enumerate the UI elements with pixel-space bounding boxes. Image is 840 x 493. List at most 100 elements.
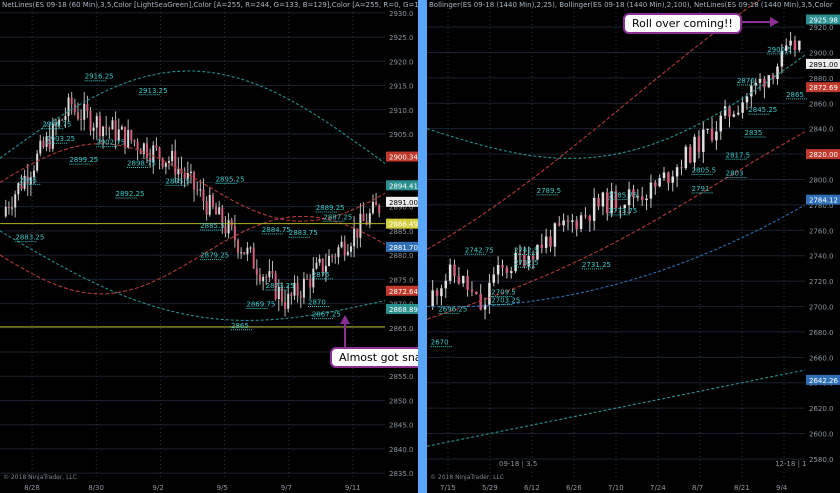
candle-body bbox=[202, 189, 205, 202]
candle-body bbox=[70, 97, 73, 105]
annotation-roll-over: Roll over coming!! bbox=[623, 13, 742, 34]
candle-body bbox=[453, 264, 456, 277]
candle-body bbox=[318, 258, 321, 263]
candle-body bbox=[501, 265, 504, 268]
candle-body bbox=[67, 97, 70, 117]
candle-body bbox=[243, 252, 246, 255]
candle-body bbox=[315, 262, 318, 269]
candle-body bbox=[111, 120, 114, 130]
level-label: 2731.25 bbox=[582, 261, 611, 269]
y-tick-label: 2780.0 bbox=[809, 202, 834, 210]
candle-body bbox=[124, 126, 127, 148]
panel-divider[interactable] bbox=[418, 0, 427, 493]
candle-body bbox=[440, 288, 443, 297]
price-tag bbox=[806, 58, 840, 69]
footer-contract-label: 09-18 | 3.5 bbox=[499, 460, 537, 468]
candle-body bbox=[152, 145, 155, 163]
y-tick-label: 2930.0 bbox=[389, 10, 414, 18]
level-label: 2895 bbox=[19, 176, 37, 184]
level-label: 2895.25 bbox=[216, 175, 245, 183]
level-label: 2742.75 bbox=[465, 246, 494, 254]
candle-body bbox=[237, 240, 240, 253]
left-chart-panel: 2835.02840.02845.02850.02855.02860.02865… bbox=[0, 0, 418, 493]
candle-body bbox=[353, 228, 356, 247]
candle-body bbox=[199, 189, 202, 191]
y-tick-label: 2620.0 bbox=[809, 405, 834, 413]
y-tick-label: 2865.0 bbox=[389, 325, 414, 333]
level-label: 2870 bbox=[308, 299, 326, 307]
candle-body bbox=[549, 236, 552, 247]
candle-body bbox=[466, 275, 469, 290]
level-label: 2876 bbox=[737, 77, 755, 85]
candle-body bbox=[702, 129, 705, 152]
candle-body bbox=[145, 143, 148, 159]
candle-body bbox=[95, 116, 98, 128]
candle-body bbox=[334, 256, 337, 258]
candle-body bbox=[649, 182, 653, 199]
candle-body bbox=[566, 220, 570, 222]
level-label: 2898.75 bbox=[127, 159, 156, 167]
candle-body bbox=[667, 172, 670, 183]
candle-body bbox=[255, 268, 258, 275]
candle-body bbox=[158, 147, 161, 159]
candle-body bbox=[51, 123, 54, 149]
price-tag-label: 2881.70 bbox=[389, 244, 418, 252]
candle-body bbox=[359, 213, 362, 238]
x-tick-label: 9/5 bbox=[217, 484, 228, 492]
y-tick-label: 2850.0 bbox=[389, 397, 414, 405]
x-tick-label: 9/7 bbox=[281, 484, 292, 492]
copyright-text: © 2018 NinjaTrader, LLC bbox=[430, 474, 504, 481]
candle-body bbox=[544, 236, 548, 248]
x-tick-label: 6/12 bbox=[524, 484, 540, 492]
candle-body bbox=[540, 244, 544, 248]
candle-body bbox=[435, 290, 439, 297]
candle-body bbox=[606, 192, 609, 214]
x-tick-label: 8/21 bbox=[734, 484, 750, 492]
candle-body bbox=[346, 251, 349, 256]
candle-body bbox=[745, 96, 749, 103]
candle-body bbox=[592, 197, 596, 221]
candle-body bbox=[784, 45, 788, 51]
footer-right-label: 12-18 | 1 bbox=[775, 460, 807, 468]
candle-body bbox=[293, 282, 296, 296]
right-chart-svg: 2580.02600.02620.02640.02660.02680.02700… bbox=[427, 0, 840, 492]
y-tick-label: 2680.0 bbox=[809, 329, 834, 337]
candle-body bbox=[654, 182, 657, 187]
price-tag-label: 2894.41 bbox=[389, 182, 418, 190]
level-label: 2902.75 bbox=[96, 139, 125, 147]
bollinger-band bbox=[0, 215, 386, 295]
candle-body bbox=[54, 123, 57, 126]
candle-body bbox=[719, 115, 723, 132]
x-tick-label: 7/15 bbox=[440, 484, 456, 492]
candle-body bbox=[584, 215, 587, 217]
candle-body bbox=[155, 145, 158, 148]
y-tick-label: 2600.0 bbox=[809, 431, 834, 439]
candle-body bbox=[531, 255, 535, 260]
candle-body bbox=[17, 183, 20, 195]
y-tick-label: 2880.0 bbox=[389, 252, 414, 260]
candle-body bbox=[523, 254, 526, 267]
candle-body bbox=[64, 116, 67, 120]
level-label: 2906.75 bbox=[42, 121, 71, 129]
y-tick-label: 2915.0 bbox=[389, 83, 414, 91]
price-tag-label: 2784.12 bbox=[809, 197, 838, 205]
left-chart-svg: 2835.02840.02845.02850.02855.02860.02865… bbox=[0, 8, 418, 492]
candle-body bbox=[710, 128, 714, 141]
candle-body bbox=[371, 201, 374, 214]
candle-body bbox=[562, 220, 565, 226]
price-tag bbox=[386, 180, 418, 191]
candle-body bbox=[171, 150, 174, 162]
candle-body bbox=[26, 175, 29, 184]
candle-body bbox=[475, 291, 478, 295]
level-label: 2875 bbox=[312, 271, 330, 279]
candle-body bbox=[139, 150, 142, 155]
candle-body bbox=[662, 172, 666, 179]
candle-body bbox=[767, 75, 771, 88]
candle-body bbox=[108, 128, 111, 130]
candle-body bbox=[680, 167, 683, 169]
level-label: 2916.25 bbox=[85, 73, 114, 81]
candle-body bbox=[331, 255, 334, 257]
y-tick-label: 2880.0 bbox=[809, 75, 834, 83]
y-tick-label: 2580.0 bbox=[809, 456, 834, 464]
level-label: 2773.75 bbox=[608, 207, 637, 215]
